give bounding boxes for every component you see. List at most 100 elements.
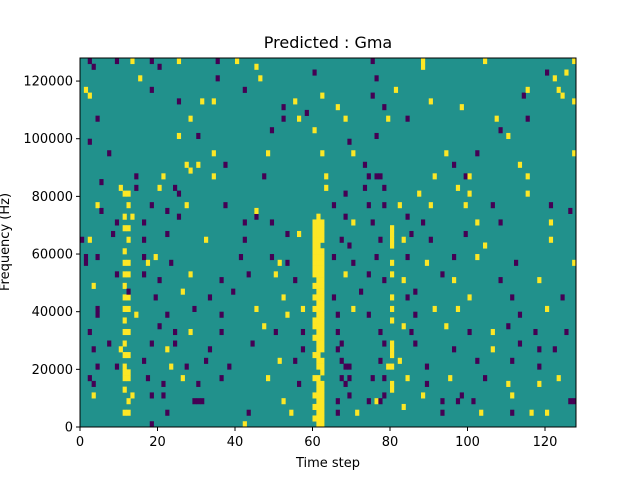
heatmap-cell — [149, 202, 154, 209]
heatmap-cell — [320, 386, 325, 393]
heatmap-cell — [448, 375, 453, 382]
heatmap-cell — [165, 409, 170, 416]
heatmap-cell — [316, 328, 321, 336]
heatmap-cell — [293, 277, 298, 284]
heatmap-cell — [83, 254, 89, 261]
heatmap-cell — [510, 409, 515, 416]
heatmap-cell — [409, 230, 414, 238]
heatmap-cell — [192, 398, 197, 405]
heatmap-cell — [475, 219, 480, 226]
heatmap-cell — [300, 328, 306, 336]
heatmap-cell — [362, 184, 368, 191]
heatmap-cell — [405, 213, 410, 220]
heatmap-cell — [390, 386, 395, 393]
heatmap-cell — [347, 242, 352, 249]
heatmap-cell — [184, 161, 189, 168]
heatmap-cell — [312, 242, 317, 249]
heatmap-cell — [211, 98, 216, 105]
heatmap-cell — [455, 305, 461, 312]
heatmap-cell — [142, 271, 147, 278]
heatmap-cell — [176, 190, 182, 197]
heatmap-cell — [320, 150, 325, 157]
heatmap-cell — [126, 375, 131, 382]
heatmap-cell — [207, 294, 213, 301]
heatmap-cell — [320, 248, 325, 255]
heatmap-cell — [149, 86, 154, 93]
heatmap-cell — [397, 357, 402, 364]
heatmap-cell — [564, 69, 569, 76]
heatmap-cell — [370, 58, 375, 65]
heatmap-cell — [176, 58, 182, 65]
heatmap-cell — [498, 219, 503, 226]
heatmap-cell — [463, 230, 468, 238]
heatmap-cell — [126, 190, 131, 197]
heatmap-cell — [382, 104, 387, 111]
heatmap-cell — [374, 398, 379, 405]
heatmap-cell — [130, 58, 135, 65]
heatmap-cell — [122, 213, 127, 220]
heatmap-cell — [161, 380, 166, 387]
heatmap-cell — [273, 271, 278, 278]
heatmap-cell — [564, 328, 569, 336]
heatmap-cell — [126, 294, 131, 301]
heatmap-cell — [529, 409, 534, 416]
x-tick-label: 60 — [304, 435, 321, 450]
y-tick-label: 100000 — [23, 132, 73, 147]
heatmap-cell — [169, 363, 174, 370]
heatmap-cell — [107, 150, 112, 157]
heatmap-cell — [312, 248, 317, 255]
heatmap-cell — [145, 259, 151, 266]
heatmap-cell — [316, 357, 321, 364]
heatmap-cell — [312, 219, 317, 226]
heatmap-cell — [114, 271, 120, 278]
heatmap-cell — [320, 236, 325, 243]
heatmap-cell — [510, 294, 515, 301]
heatmap-cell — [219, 328, 224, 336]
x-tick-label: 100 — [455, 435, 480, 450]
heatmap-cell — [316, 340, 321, 347]
heatmap-cell — [289, 409, 294, 416]
heatmap-cell — [378, 398, 383, 405]
heatmap-cell — [180, 288, 185, 295]
heatmap-cell — [242, 421, 247, 428]
heatmap-cell — [510, 357, 515, 364]
heatmap-cell — [335, 346, 340, 353]
heatmap-cell — [339, 375, 344, 382]
heatmap-cell — [382, 202, 387, 209]
heatmap-cell — [316, 242, 321, 249]
heatmap-cell — [335, 104, 340, 111]
heatmap-cell — [320, 219, 325, 226]
heatmap-cell — [320, 225, 325, 232]
heatmap-cell — [343, 213, 348, 220]
heatmap-cell — [386, 363, 391, 370]
heatmap-cell — [498, 277, 503, 284]
heatmap-cell — [343, 271, 348, 278]
heatmap-cell — [320, 259, 325, 266]
heatmap-cell — [126, 202, 131, 209]
heatmap-cell — [421, 219, 426, 226]
heatmap-cell — [126, 236, 131, 243]
heatmap-cell — [533, 328, 538, 336]
heatmap-cell — [312, 254, 317, 261]
heatmap-cell — [378, 357, 383, 364]
heatmap-cell — [80, 236, 85, 243]
x-axis: 0 20 40 60 80 100 120 — [76, 427, 557, 450]
heatmap-cell — [366, 271, 371, 278]
heatmap-cell — [122, 328, 127, 336]
heatmap-cell — [316, 265, 321, 272]
heatmap-cell — [316, 230, 321, 238]
heatmap-cell — [114, 58, 120, 65]
heatmap-cell — [254, 213, 259, 220]
heatmap-cell — [91, 392, 96, 399]
heatmap-cell — [525, 115, 530, 122]
heatmap-cell — [227, 363, 232, 370]
heatmap-cell — [320, 340, 325, 347]
heatmap-cell — [273, 328, 278, 336]
heatmap-cell — [320, 346, 325, 353]
heatmap-cell — [219, 375, 224, 382]
heatmap-cell — [343, 190, 348, 197]
heatmap-cell — [467, 190, 472, 197]
heatmap-cell — [87, 138, 92, 145]
heatmap-cell — [568, 398, 573, 405]
heatmap-cell — [149, 340, 154, 347]
